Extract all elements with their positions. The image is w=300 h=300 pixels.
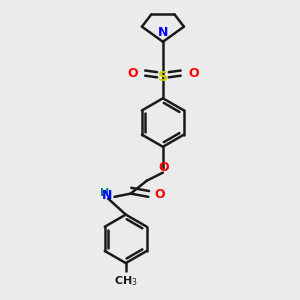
Text: O: O: [159, 161, 169, 174]
Text: N: N: [102, 189, 112, 202]
Text: CH$_3$: CH$_3$: [114, 274, 138, 287]
Text: S: S: [158, 70, 168, 84]
Text: H: H: [100, 188, 109, 198]
Text: O: O: [154, 188, 165, 201]
Text: O: O: [127, 67, 138, 80]
Text: N: N: [158, 26, 168, 39]
Text: O: O: [188, 67, 199, 80]
